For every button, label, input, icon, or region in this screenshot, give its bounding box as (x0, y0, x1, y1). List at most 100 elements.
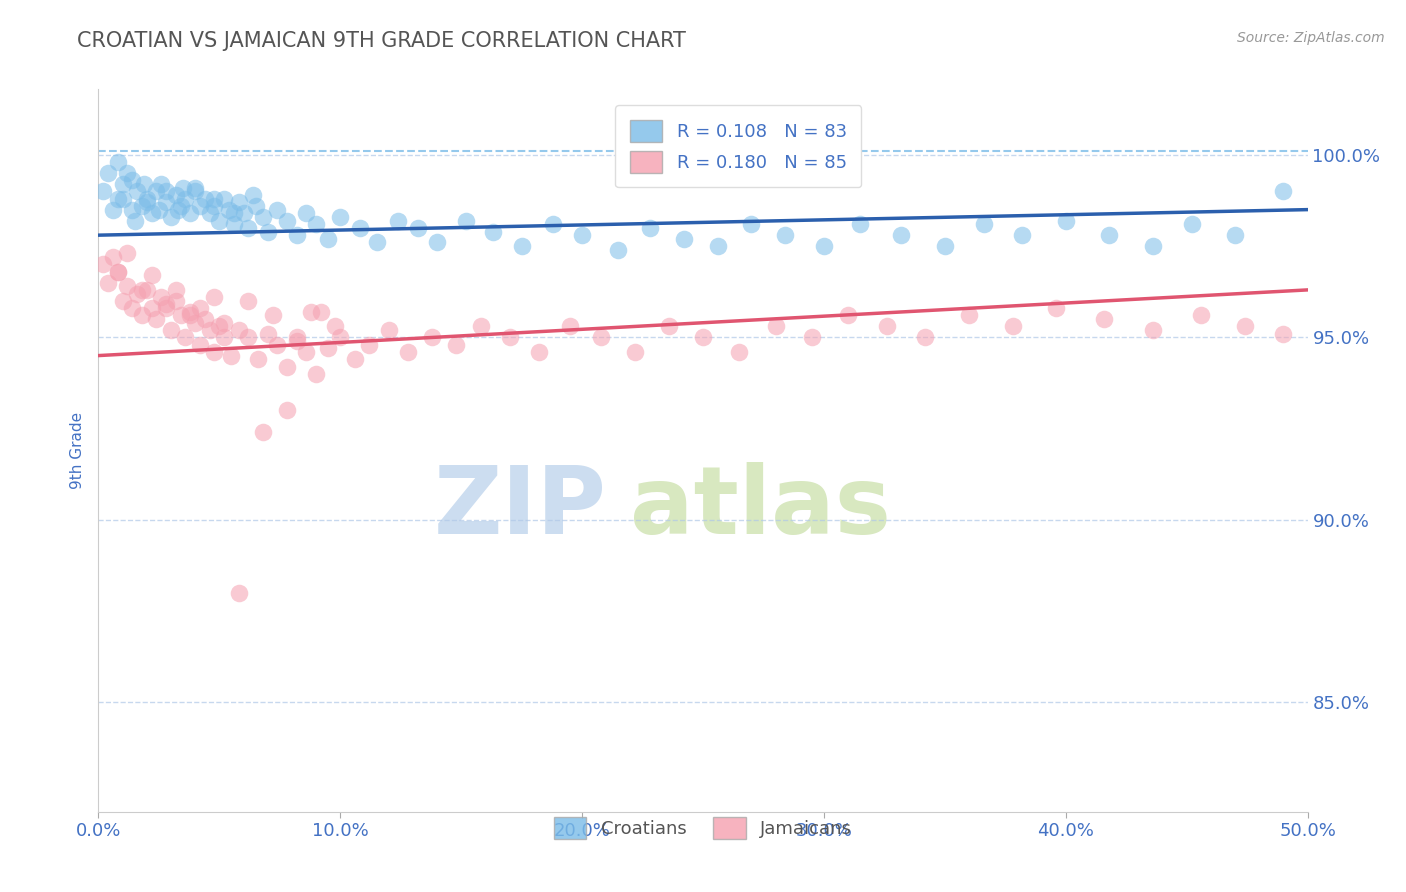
Point (222, 217, 245, 231)
Point (256, 225, 278, 239)
Point (973, 217, 995, 231)
Point (131, 309, 153, 323)
Point (481, 225, 503, 239)
Point (160, 210, 183, 224)
Point (91, 185, 114, 199)
Point (295, 345, 318, 359)
Point (169, 309, 191, 323)
Point (914, 330, 936, 344)
Point (198, 323, 221, 337)
Point (194, 312, 217, 326)
Point (837, 309, 859, 323)
Point (1272, 185, 1295, 199)
Point (169, 199, 191, 213)
Point (1142, 323, 1164, 337)
Point (204, 199, 226, 213)
Legend: Croatians, Jamaicans: Croatians, Jamaicans (547, 810, 859, 846)
Point (1094, 312, 1116, 326)
Point (155, 297, 177, 311)
Point (276, 213, 298, 227)
Point (672, 232, 695, 246)
Point (1189, 309, 1212, 323)
Point (204, 345, 226, 359)
Point (117, 246, 139, 260)
Point (145, 185, 167, 199)
Point (849, 217, 872, 231)
Point (150, 177, 173, 191)
Point (276, 403, 298, 417)
Point (228, 586, 250, 600)
Point (165, 188, 187, 202)
Point (252, 210, 274, 224)
Point (238, 330, 260, 344)
Point (454, 213, 477, 227)
Point (890, 228, 912, 243)
Point (1011, 228, 1033, 243)
Point (208, 319, 231, 334)
Point (558, 319, 581, 334)
Point (299, 305, 322, 319)
Point (155, 301, 177, 315)
Point (198, 206, 221, 220)
Point (174, 192, 197, 206)
Point (172, 180, 194, 194)
Point (117, 279, 139, 293)
Point (309, 305, 332, 319)
Point (111, 177, 134, 191)
Point (165, 293, 187, 308)
Point (325, 319, 347, 334)
Text: ZIP: ZIP (433, 462, 606, 554)
Point (876, 319, 898, 334)
Point (541, 217, 564, 231)
Point (221, 349, 243, 363)
Point (1180, 217, 1202, 231)
Point (131, 283, 153, 297)
Point (97, 166, 120, 180)
Point (165, 283, 187, 297)
Point (957, 309, 980, 323)
Point (127, 185, 149, 199)
Point (692, 330, 714, 344)
Point (624, 345, 647, 359)
Point (510, 239, 533, 253)
Point (232, 206, 254, 220)
Point (204, 192, 226, 206)
Point (765, 319, 787, 334)
Point (117, 166, 139, 180)
Point (266, 337, 288, 351)
Point (1233, 319, 1256, 334)
Point (316, 232, 339, 246)
Point (238, 293, 260, 308)
Point (329, 330, 352, 344)
Point (728, 345, 751, 359)
Point (107, 265, 129, 279)
Point (406, 220, 429, 235)
Point (359, 337, 381, 351)
Point (638, 220, 661, 235)
Point (305, 367, 328, 381)
Point (228, 323, 250, 337)
Point (179, 206, 201, 220)
Point (591, 330, 613, 344)
Point (135, 192, 157, 206)
Point (658, 319, 681, 334)
Point (107, 265, 129, 279)
Point (188, 337, 211, 351)
Point (426, 235, 449, 250)
Point (295, 206, 318, 220)
Point (1142, 239, 1164, 253)
Point (134, 177, 156, 191)
Point (184, 185, 207, 199)
Point (111, 192, 134, 206)
Point (141, 268, 163, 283)
Point (343, 352, 366, 367)
Point (212, 192, 235, 206)
Point (242, 188, 264, 202)
Point (218, 202, 240, 217)
Point (188, 301, 211, 315)
Point (194, 192, 217, 206)
Point (107, 192, 129, 206)
Point (285, 334, 308, 348)
Point (813, 239, 835, 253)
Point (527, 345, 550, 359)
